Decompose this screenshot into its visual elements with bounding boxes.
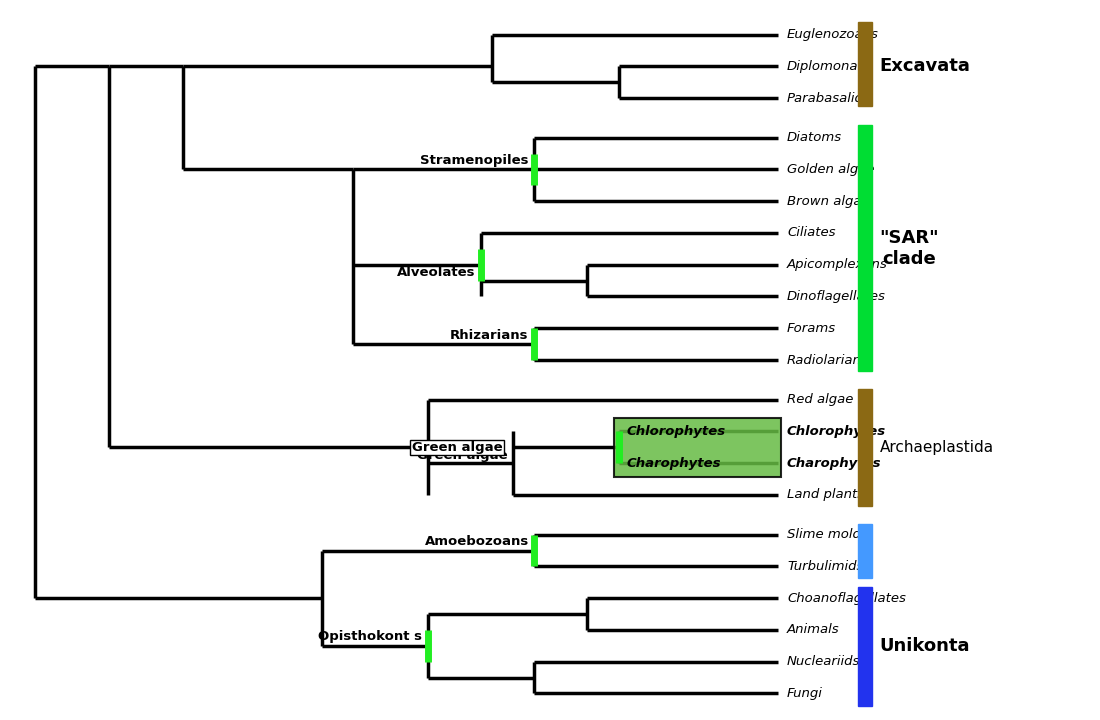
- Text: Land plants: Land plants: [786, 488, 865, 501]
- Text: Euglenozoans: Euglenozoans: [786, 28, 879, 41]
- Text: Unikonta: Unikonta: [879, 636, 970, 654]
- Text: Green algae: Green algae: [417, 449, 507, 462]
- Text: Amoebozoans: Amoebozoans: [425, 535, 529, 548]
- Text: Nucleariids: Nucleariids: [786, 655, 860, 668]
- Text: Opisthokont s: Opisthokont s: [319, 631, 422, 644]
- Text: Chlorophytes: Chlorophytes: [627, 425, 726, 438]
- Bar: [858, 389, 872, 506]
- Text: Alveolates: Alveolates: [397, 266, 475, 279]
- Text: Apicomplexans: Apicomplexans: [786, 258, 888, 271]
- Text: Excavata: Excavata: [879, 58, 970, 76]
- Bar: [614, 418, 781, 477]
- Text: Stramenopiles: Stramenopiles: [420, 154, 529, 167]
- Text: Animals: Animals: [786, 624, 839, 636]
- Text: Charophytes: Charophytes: [627, 456, 721, 469]
- Bar: [858, 125, 872, 371]
- Text: Rhizarians: Rhizarians: [450, 329, 529, 342]
- Text: Archaeplastida: Archaeplastida: [879, 440, 993, 455]
- Bar: [858, 587, 872, 706]
- Text: Radiolarians: Radiolarians: [786, 354, 869, 366]
- Text: Turbulimids: Turbulimids: [786, 560, 864, 573]
- Text: Choanoflagellates: Choanoflagellates: [786, 592, 905, 605]
- Bar: [858, 523, 872, 577]
- Text: Dinoflagellates: Dinoflagellates: [786, 290, 886, 303]
- Text: "SAR"
clade: "SAR" clade: [879, 230, 939, 269]
- Text: Green algae: Green algae: [411, 441, 503, 454]
- Text: Diplomonads: Diplomonads: [786, 60, 873, 73]
- Text: Fungi: Fungi: [786, 687, 823, 700]
- Text: Brown algae: Brown algae: [786, 194, 870, 208]
- Text: Forams: Forams: [786, 322, 836, 335]
- Text: Slime molds: Slime molds: [786, 528, 868, 541]
- Bar: [858, 22, 872, 106]
- Text: Diatoms: Diatoms: [786, 131, 843, 144]
- Text: Charophytes: Charophytes: [786, 456, 881, 469]
- Text: Chlorophytes: Chlorophytes: [786, 425, 887, 438]
- Text: Red algae: Red algae: [786, 393, 854, 406]
- Text: Golden algae: Golden algae: [786, 163, 875, 176]
- Text: Parabasalids: Parabasalids: [786, 91, 871, 104]
- Text: Ciliates: Ciliates: [786, 227, 836, 240]
